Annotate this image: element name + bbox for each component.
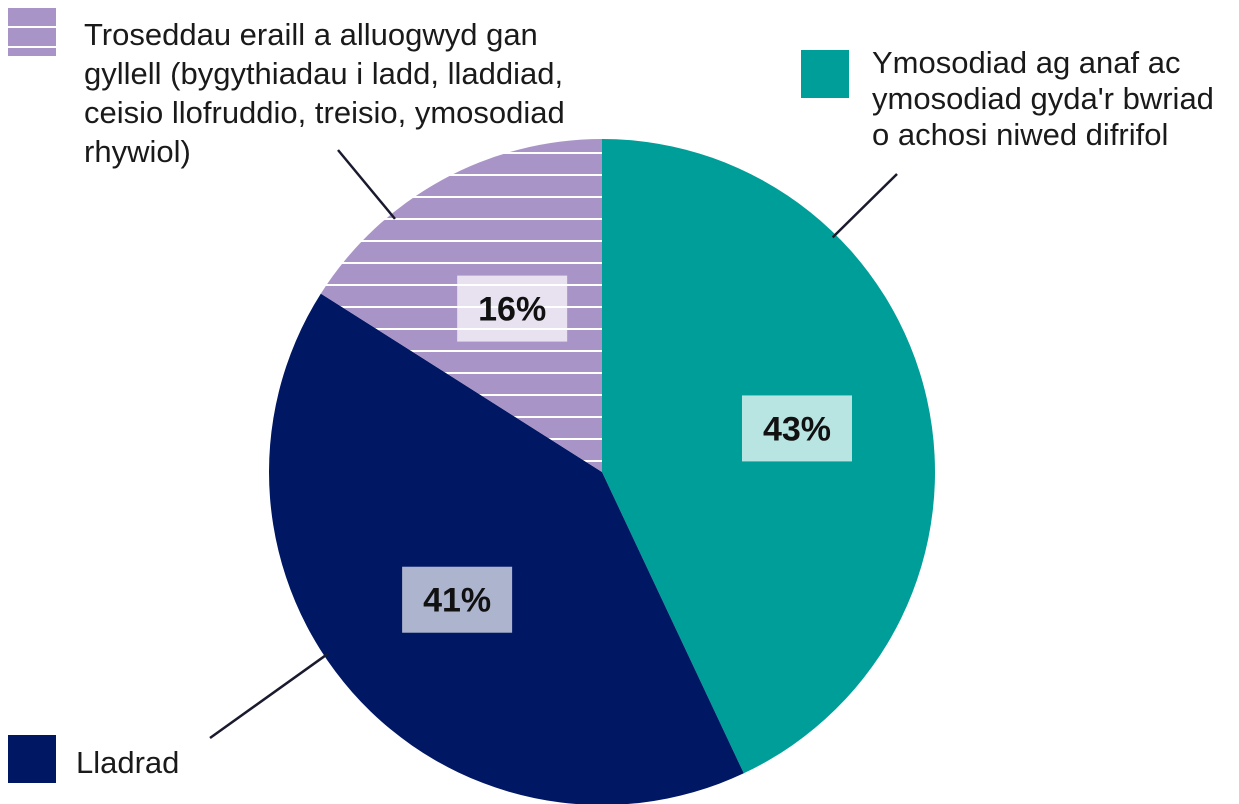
pie-label-text-troseddau: 16% bbox=[478, 291, 546, 329]
legend-label-lladrad: Lladrad bbox=[76, 745, 179, 780]
svg-text:Lladrad: Lladrad bbox=[76, 745, 179, 780]
pie-slice-lladrad bbox=[269, 293, 744, 804]
pie-slices bbox=[269, 139, 936, 804]
pie-label-troseddau: 16% bbox=[457, 275, 568, 342]
legend-label-ymosodiad-line3: o achosi niwed difrifol bbox=[872, 117, 1168, 152]
legend-ymosodiad: Ymosodiad ag anaf ac ymosodiad gyda'r bw… bbox=[801, 45, 1223, 152]
legend-label-troseddau-line2: gyllell (bygythiadau i ladd, lladdiad, bbox=[84, 56, 563, 91]
legend-label-troseddau-line4: rhywiol) bbox=[84, 134, 191, 169]
legend-label-ymosodiad-line1: Ymosodiad ag anaf ac bbox=[872, 45, 1181, 80]
svg-text:Ymosodiad ag anaf ac ymo: Ymosodiad ag anaf ac ymosodiad gyda'r bw… bbox=[872, 45, 1223, 152]
legend-lladrad: Lladrad bbox=[8, 735, 179, 783]
leader-line-ymosodiad bbox=[831, 173, 898, 239]
leader-line-lladrad bbox=[209, 652, 329, 740]
legend-label-ymosodiad-line2: ymosodiad gyda'r bwriad bbox=[872, 81, 1214, 116]
pie-label-text-lladrad: 41% bbox=[423, 582, 491, 620]
legend-swatch-troseddau bbox=[8, 8, 56, 56]
legend-label-troseddau-line1: Troseddau eraill a alluogwyd gan bbox=[84, 17, 538, 52]
pie-label-box-lladrad bbox=[402, 566, 513, 633]
leader-line-troseddau bbox=[337, 149, 396, 220]
pie-label-box-troseddau bbox=[457, 275, 568, 342]
pie-label-lladrad: 41% bbox=[402, 566, 513, 633]
leader-lines bbox=[209, 149, 898, 740]
legend-label-troseddau-line3: ceisio llofruddio, treisio, ymosodiad bbox=[84, 95, 565, 130]
svg-text:Troseddau eraill a alluogwyd g: Troseddau eraill a alluogwyd gan gyllell… bbox=[84, 17, 573, 169]
pie-label-text-ymosodiad: 43% bbox=[763, 410, 831, 448]
pie-label-box-ymosodiad bbox=[741, 395, 852, 462]
legend-swatch-ymosodiad bbox=[801, 50, 849, 98]
percent-labels: 43% 41% 16% bbox=[402, 275, 852, 633]
legend-troseddau: Troseddau eraill a alluogwyd gan gyllell… bbox=[8, 8, 573, 169]
pie-label-ymosodiad: 43% bbox=[741, 395, 852, 462]
legend-swatch-lladrad bbox=[8, 735, 56, 783]
